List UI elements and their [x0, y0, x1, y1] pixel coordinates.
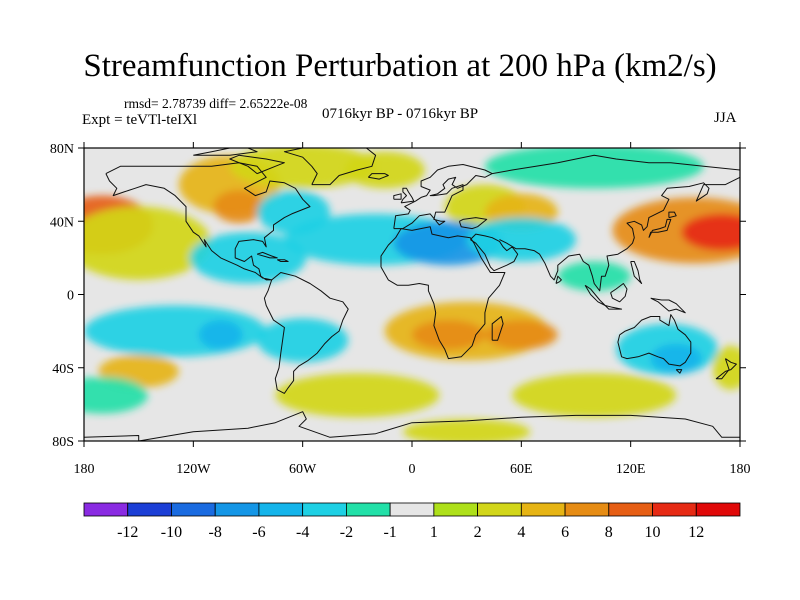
coastline	[263, 272, 349, 394]
field-contour-blob	[484, 320, 558, 350]
x-tick-label: 0	[409, 462, 416, 477]
chart-title: Streamfunction Perturbation at 200 hPa (…	[83, 48, 717, 84]
colorbar-swatch	[477, 502, 522, 517]
colorbar-swatch	[564, 502, 610, 517]
coastline	[492, 154, 740, 175]
y-tick-label: 40N	[50, 215, 74, 230]
field-contour-blob	[512, 373, 677, 418]
colorbar-swatch	[345, 502, 391, 517]
field-contour-blob	[681, 213, 740, 251]
field-contour-blob	[344, 151, 425, 189]
x-tick-label: 60E	[510, 462, 533, 477]
coastline	[400, 187, 415, 204]
coastline	[458, 217, 488, 230]
colorbar-label: -10	[161, 524, 182, 541]
coastline	[675, 369, 683, 374]
field-contour-blob	[650, 343, 702, 374]
field-contour-blob	[275, 373, 440, 418]
colorbar-label: -12	[117, 524, 138, 541]
coastline	[367, 173, 389, 180]
coastline	[610, 283, 628, 303]
colorbar-label: 12	[688, 524, 704, 541]
y-tick-label: 0	[67, 289, 74, 304]
season-label: JJA	[714, 110, 737, 126]
x-tick-label: 60W	[289, 462, 317, 477]
coastline	[229, 154, 285, 175]
coastline	[393, 164, 493, 230]
axis-ticks: 180 120W 60W 0 60E 120E 180 80N 40N 0 40S 80S	[50, 142, 751, 477]
coastline	[393, 193, 402, 200]
colorbar-swatch	[127, 502, 172, 517]
field-contour-blob	[198, 320, 243, 350]
coastline	[380, 226, 506, 360]
colorbar-swatch	[214, 502, 260, 517]
colorbar-swatch	[389, 502, 435, 517]
colorbar-swatch	[695, 502, 741, 517]
period-label: 0716kyr BP - 0716kyr BP	[322, 106, 479, 122]
coastlines	[84, 148, 740, 441]
field-contour-blob	[189, 232, 307, 284]
colorbar-label: -2	[340, 524, 353, 541]
stats-label: rmsd= 2.78739 diff= 2.65222e-08	[124, 96, 308, 111]
colorbar-swatch	[433, 502, 479, 517]
field-contour-blob	[257, 318, 349, 363]
colorbar-label: 8	[605, 524, 613, 541]
x-tick-label: 180	[730, 462, 751, 477]
field-contour-blob	[484, 148, 704, 189]
field-contour-blob	[84, 206, 212, 280]
experiment-label: Expt = teVTl-teIXl	[82, 112, 198, 128]
colorbar: -12 -10 -8 -6 -4 -2 -1 1 2 4 6 8 10 12	[83, 502, 741, 541]
coastline	[604, 305, 623, 310]
coastline	[276, 259, 289, 262]
colorbar-swatch	[652, 502, 697, 517]
colorbar-label: -8	[209, 524, 222, 541]
x-tick-label: 120W	[176, 462, 211, 477]
colorbar-label: -1	[383, 524, 396, 541]
field-contour-blob	[402, 419, 531, 441]
coastline	[469, 233, 519, 272]
x-tick-label: 120E	[616, 462, 646, 477]
coastline	[650, 297, 686, 314]
x-tick-label: 180	[74, 462, 95, 477]
field-contour-blob	[213, 190, 265, 224]
colorbar-label: 4	[517, 524, 525, 541]
colorbar-label: -6	[252, 524, 265, 541]
y-tick-label: 80S	[52, 435, 74, 450]
colorbar-label: 2	[474, 524, 482, 541]
coastline	[499, 176, 740, 292]
field-contour-blob	[412, 320, 485, 350]
colorbar-label: 6	[561, 524, 569, 541]
coastline	[617, 314, 692, 367]
coastline	[555, 275, 562, 284]
colorbar-swatch	[258, 502, 304, 517]
colorbar-label: 10	[645, 524, 661, 541]
y-tick-label: 80N	[50, 142, 74, 157]
field-contour-blob	[557, 261, 631, 291]
coastline	[668, 211, 677, 219]
coastline	[283, 148, 377, 186]
coastline	[105, 162, 311, 281]
streamfunction-field	[84, 148, 740, 441]
coastline	[256, 251, 278, 259]
coastline	[715, 358, 737, 380]
colorbar-swatch	[520, 502, 566, 517]
coastline	[630, 261, 643, 284]
field-contour-blob	[466, 217, 576, 262]
colorbar-swatch	[302, 502, 347, 517]
coastline	[648, 218, 672, 238]
colorbar-swatch	[608, 502, 653, 517]
y-tick-label: 40S	[52, 362, 74, 377]
coastline	[84, 411, 740, 441]
colorbar-swatch	[171, 502, 216, 517]
colorbar-label: 1	[430, 524, 438, 541]
colorbar-label: -4	[296, 524, 309, 541]
coastline	[491, 316, 504, 341]
coastline	[193, 148, 258, 156]
field-contour-blob	[229, 148, 376, 189]
field-contour-blob	[84, 376, 148, 414]
colorbar-swatch	[83, 502, 129, 517]
